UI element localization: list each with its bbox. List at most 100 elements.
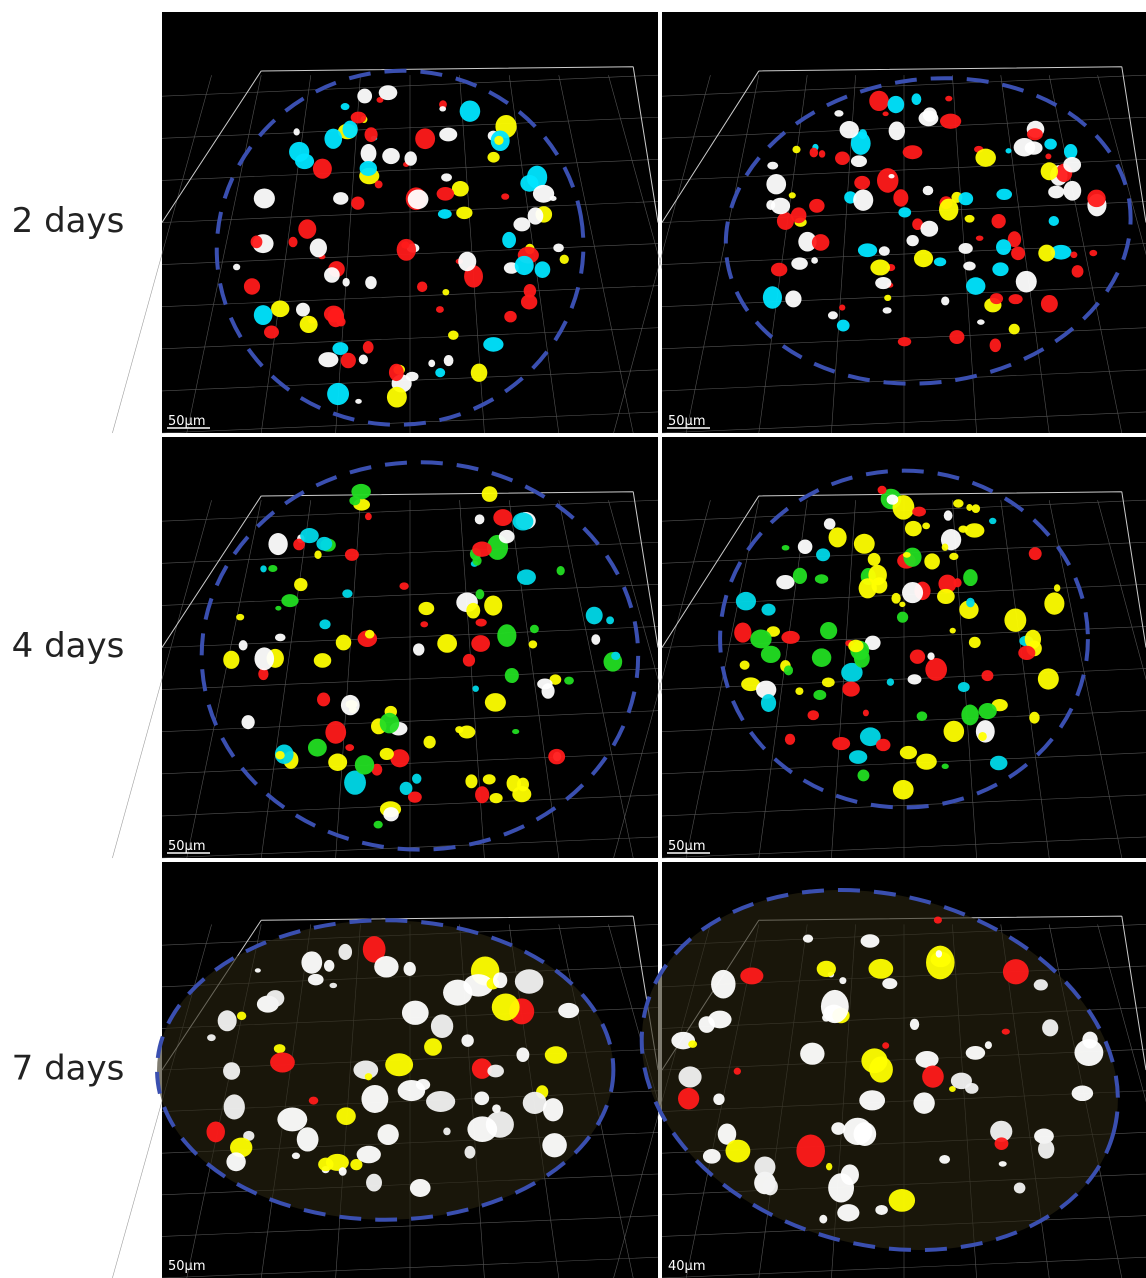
cell: [530, 625, 539, 634]
cell: [420, 621, 428, 627]
cell: [699, 1016, 715, 1033]
cell: [924, 553, 940, 569]
cell: [750, 630, 771, 649]
cell: [418, 602, 434, 615]
cell: [810, 148, 819, 158]
cell: [875, 1205, 888, 1215]
cell: [375, 180, 383, 188]
cell: [978, 703, 996, 719]
cell: [458, 252, 476, 271]
cell: [870, 260, 890, 276]
cell: [318, 352, 338, 367]
cell: [471, 364, 488, 382]
cell: [397, 239, 416, 261]
cell: [387, 387, 407, 408]
cell: [789, 192, 796, 198]
cell: [268, 533, 287, 555]
cell: [504, 311, 516, 323]
cell: [969, 637, 981, 648]
cell: [858, 243, 877, 257]
cell: [417, 281, 427, 292]
cell: [1041, 295, 1058, 313]
cell: [537, 679, 552, 690]
cell: [336, 317, 345, 326]
cell: [443, 1127, 450, 1135]
cell: [309, 1097, 319, 1105]
cell: [342, 589, 352, 597]
cell: [934, 916, 942, 923]
cell: [1072, 265, 1084, 277]
cell: [898, 337, 911, 346]
cell: [966, 598, 975, 608]
cell: [360, 161, 377, 176]
cell: [459, 726, 476, 739]
cell: [1048, 186, 1064, 199]
cell: [966, 1046, 985, 1060]
cell: [300, 528, 319, 543]
cell: [679, 1066, 702, 1087]
cell: [1063, 181, 1081, 201]
cell: [493, 972, 507, 988]
cell: [876, 739, 890, 751]
cell: [288, 237, 297, 247]
cell: [277, 1107, 307, 1131]
cell: [275, 751, 284, 759]
cell: [868, 553, 881, 566]
cell: [529, 640, 538, 648]
cell: [437, 187, 455, 201]
cell: [341, 103, 350, 110]
cell: [308, 739, 327, 757]
cell: [413, 643, 424, 655]
cell: [761, 604, 775, 616]
cell: [343, 121, 358, 139]
cell: [965, 215, 975, 223]
cell: [793, 568, 807, 584]
cell: [515, 256, 534, 275]
cell: [274, 1044, 286, 1053]
cell: [1038, 245, 1055, 262]
cell: [339, 944, 353, 960]
cell: [268, 565, 277, 572]
cell: [920, 221, 938, 237]
cell: [442, 289, 449, 295]
cell: [1002, 1029, 1010, 1035]
cell: [548, 749, 565, 765]
cell: [1034, 979, 1048, 990]
row-label: 4 days: [12, 626, 125, 666]
scale-bar-label: 50µm: [668, 839, 705, 854]
cell: [942, 543, 949, 550]
cell: [324, 267, 340, 283]
cell: [958, 526, 967, 533]
cell: [319, 619, 330, 629]
cell: [410, 1179, 431, 1197]
cell: [766, 174, 786, 194]
image-panel: 50µm: [112, 12, 707, 454]
cell: [275, 634, 286, 642]
cell: [317, 693, 330, 707]
cell: [332, 342, 348, 355]
cell: [355, 755, 374, 775]
cell: [223, 651, 239, 669]
cell: [1003, 959, 1029, 984]
cell: [791, 257, 808, 269]
cell: [467, 1116, 497, 1142]
cell: [431, 1014, 453, 1038]
cell: [785, 290, 801, 307]
cell: [275, 606, 281, 611]
cell: [255, 968, 261, 972]
cell: [465, 1146, 476, 1159]
cell: [591, 634, 600, 645]
cell: [242, 715, 255, 729]
cell: [513, 513, 534, 531]
image-panel: 40µm: [601, 839, 1146, 1278]
cell: [990, 756, 1007, 770]
cell: [975, 149, 996, 167]
cell: [740, 661, 750, 670]
cell: [535, 261, 551, 278]
cell: [207, 1034, 216, 1041]
cell: [465, 774, 477, 788]
cell: [763, 286, 782, 309]
cell: [1014, 1183, 1026, 1194]
cell: [533, 185, 554, 203]
cell: [913, 1092, 934, 1114]
